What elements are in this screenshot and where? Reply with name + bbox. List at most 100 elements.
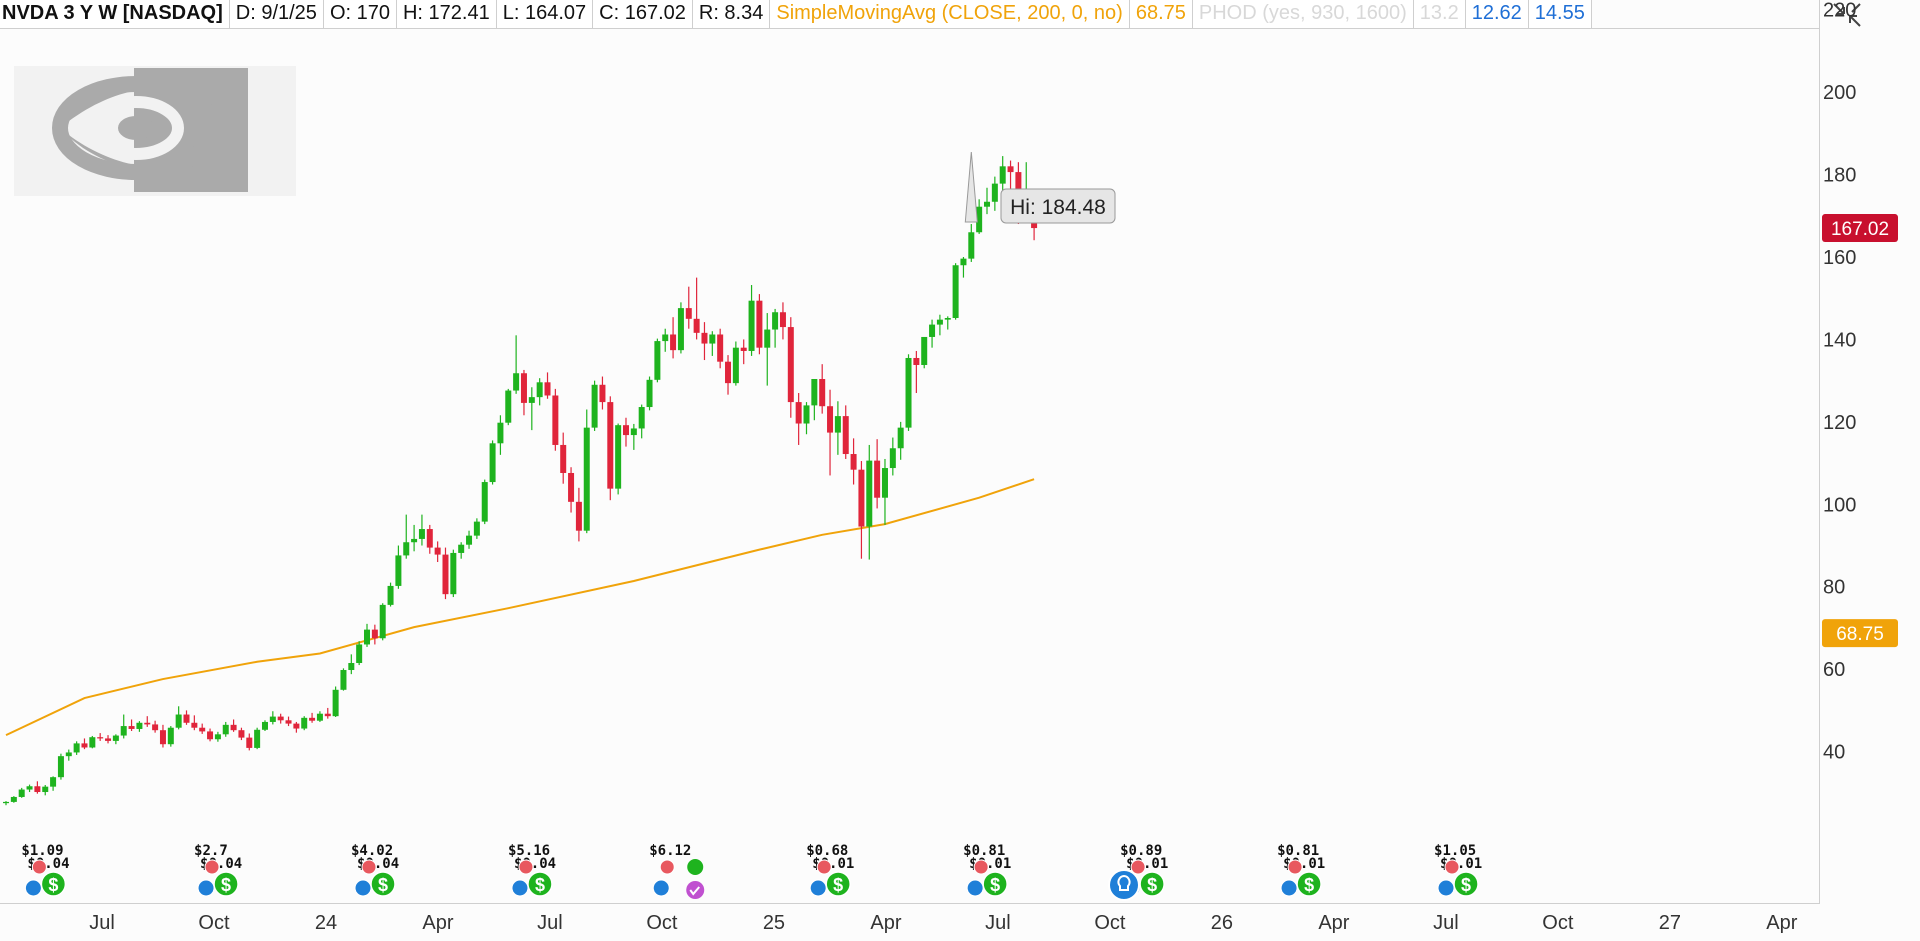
candle[interactable] bbox=[458, 542, 465, 559]
candle[interactable] bbox=[230, 719, 237, 732]
candle[interactable] bbox=[473, 518, 480, 539]
candle[interactable] bbox=[795, 393, 802, 445]
candle[interactable] bbox=[520, 369, 527, 416]
candle[interactable] bbox=[921, 336, 928, 369]
candle[interactable] bbox=[599, 376, 606, 410]
candle[interactable] bbox=[371, 624, 378, 645]
candle[interactable] bbox=[889, 437, 896, 476]
candle[interactable] bbox=[583, 409, 590, 534]
candle[interactable] bbox=[379, 603, 386, 641]
candle[interactable] bbox=[709, 331, 716, 356]
candle[interactable] bbox=[685, 286, 692, 329]
candle[interactable] bbox=[356, 641, 363, 666]
candle[interactable] bbox=[175, 706, 182, 730]
candle[interactable] bbox=[261, 720, 268, 732]
candle[interactable] bbox=[984, 187, 990, 215]
candle[interactable] bbox=[944, 316, 951, 330]
candle[interactable] bbox=[340, 668, 347, 691]
candle[interactable] bbox=[607, 396, 614, 501]
event-marker[interactable]: $1.09$0.04$ bbox=[21, 843, 70, 897]
candle[interactable] bbox=[819, 364, 826, 414]
candle[interactable] bbox=[246, 733, 253, 751]
candle[interactable] bbox=[874, 439, 881, 509]
candle[interactable] bbox=[536, 378, 543, 406]
candle[interactable] bbox=[120, 714, 127, 739]
candle[interactable] bbox=[615, 423, 622, 495]
candle[interactable] bbox=[897, 421, 904, 460]
candle[interactable] bbox=[301, 716, 308, 731]
candle[interactable] bbox=[466, 530, 473, 549]
candle[interactable] bbox=[544, 372, 551, 399]
candle[interactable] bbox=[866, 444, 873, 560]
candle[interactable] bbox=[73, 741, 80, 755]
candle[interactable] bbox=[701, 322, 708, 361]
candle[interactable] bbox=[97, 733, 104, 741]
candle[interactable] bbox=[638, 404, 645, 439]
candle[interactable] bbox=[3, 801, 9, 806]
candle[interactable] bbox=[128, 719, 135, 732]
candle[interactable] bbox=[426, 524, 433, 554]
candle[interactable] bbox=[787, 317, 794, 418]
candle[interactable] bbox=[18, 787, 25, 798]
candle[interactable] bbox=[827, 389, 834, 476]
candle[interactable] bbox=[905, 354, 912, 431]
candle[interactable] bbox=[254, 727, 261, 750]
candle[interactable] bbox=[505, 388, 512, 426]
candle[interactable] bbox=[811, 379, 818, 421]
candle[interactable] bbox=[842, 405, 849, 459]
candle[interactable] bbox=[34, 781, 41, 794]
candle[interactable] bbox=[183, 710, 190, 725]
candle[interactable] bbox=[630, 423, 637, 450]
candle[interactable] bbox=[677, 302, 684, 354]
candle[interactable] bbox=[960, 256, 967, 278]
candle[interactable] bbox=[207, 728, 214, 742]
candle[interactable] bbox=[560, 432, 567, 484]
candle[interactable] bbox=[968, 224, 975, 262]
candle[interactable] bbox=[654, 338, 661, 383]
candle[interactable] bbox=[834, 401, 841, 455]
candle[interactable] bbox=[803, 402, 810, 435]
candle[interactable] bbox=[42, 785, 49, 796]
candle[interactable] bbox=[167, 726, 174, 747]
candle[interactable] bbox=[403, 514, 410, 559]
candle[interactable] bbox=[144, 716, 151, 727]
candle[interactable] bbox=[324, 707, 331, 719]
candle[interactable] bbox=[646, 376, 653, 411]
event-marker[interactable]: $0.68$0.01$ bbox=[806, 843, 854, 897]
candle[interactable] bbox=[717, 328, 724, 369]
candle[interactable] bbox=[112, 734, 119, 745]
lightbulb-icon[interactable] bbox=[1108, 869, 1140, 901]
candle[interactable] bbox=[309, 712, 316, 723]
candle[interactable] bbox=[50, 776, 57, 791]
candle[interactable] bbox=[748, 285, 755, 356]
candle[interactable] bbox=[732, 341, 739, 386]
candle[interactable] bbox=[489, 440, 496, 485]
candle[interactable] bbox=[285, 716, 292, 727]
candle[interactable] bbox=[199, 723, 206, 734]
candle[interactable] bbox=[277, 713, 284, 724]
event-marker[interactable]: $0.81$0.01$ bbox=[1277, 843, 1325, 897]
candle[interactable] bbox=[159, 724, 166, 748]
candle[interactable] bbox=[740, 339, 747, 365]
collapse-arrows-icon[interactable] bbox=[1830, 0, 1864, 30]
candle[interactable] bbox=[238, 727, 245, 741]
event-marker[interactable]: $1.05$0.01$ bbox=[1434, 843, 1482, 897]
candle[interactable] bbox=[136, 721, 143, 732]
candle[interactable] bbox=[670, 317, 677, 359]
candle[interactable] bbox=[497, 415, 504, 455]
candle[interactable] bbox=[881, 458, 888, 525]
candle[interactable] bbox=[57, 753, 64, 780]
candle[interactable] bbox=[772, 308, 779, 348]
candle[interactable] bbox=[316, 711, 323, 722]
candle[interactable] bbox=[191, 715, 198, 731]
candle[interactable] bbox=[779, 302, 786, 340]
candle[interactable] bbox=[756, 294, 763, 355]
candle[interactable] bbox=[952, 263, 959, 320]
candle[interactable] bbox=[591, 380, 598, 431]
candle[interactable] bbox=[65, 749, 72, 761]
event-marker[interactable]: $0.81$0.01$ bbox=[963, 843, 1011, 897]
candle[interactable] bbox=[332, 686, 339, 718]
candle[interactable] bbox=[936, 314, 943, 336]
candle[interactable] bbox=[348, 654, 355, 675]
